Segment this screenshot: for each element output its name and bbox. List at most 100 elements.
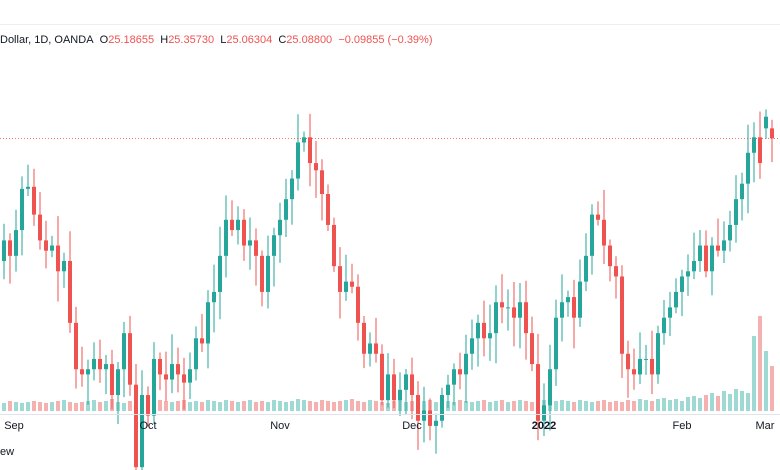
candle-body [344,281,348,292]
volume-bar [638,399,642,411]
time-tick-label: 2022 [531,420,557,432]
candle-body [194,338,198,370]
high-label: H [160,34,169,46]
volume-bar [710,393,714,411]
candle-body [248,240,252,246]
candle-body [2,240,6,261]
volume-bar [734,389,738,411]
volume-bar [296,399,300,411]
time-tick-label: Dec [402,420,422,432]
volume-bar [704,395,708,411]
volume-bar [14,402,18,411]
candle-body [260,255,264,292]
volume-bar [452,402,456,411]
volume-bar [674,399,678,411]
time-axis[interactable]: Sep Oct Nov Dec 2022 Feb Mar [0,414,780,437]
candle-body [236,219,240,231]
volume-bar [8,401,12,411]
candle-body [572,297,576,318]
volume-bar [722,391,726,411]
candle-body [710,245,714,272]
volume-bar [212,401,216,411]
candle-body [332,224,336,267]
candle-body [404,374,408,390]
volume-bar [686,397,690,411]
candle-body [392,374,396,401]
volume-bar [356,401,360,411]
candle-body [506,307,510,309]
open-value: 25.18655 [108,34,155,46]
time-tick-label: Feb [672,420,692,432]
candle-body [446,384,450,395]
volume-bar [566,401,570,411]
time-tick-label: Oct [139,420,157,432]
candle-body [98,358,102,370]
candle-body [740,183,744,200]
candle-body [434,420,438,426]
candle-body [530,333,534,365]
volume-bar [656,399,660,411]
candle-body [686,271,690,277]
volume-bar [206,400,210,411]
volume-bar [632,401,636,411]
candle-body [638,358,642,375]
volume-bar [362,402,366,411]
candle-body [152,358,156,416]
volume-bar [716,396,720,411]
volume-bar [200,402,204,411]
candle-body [14,230,18,256]
candle-body [302,137,306,143]
close-value: 25.08800 [286,34,333,46]
candle-body [86,369,90,375]
candle-body [764,116,768,129]
candle-body [110,364,114,395]
candle-body [512,307,516,318]
volume-bar [104,401,108,411]
volume-bar [284,402,288,411]
volume-bar [194,401,198,411]
volume-bar [650,401,654,411]
candle-body [128,333,132,385]
volume-bar [326,401,330,411]
volume-bar [122,403,126,411]
volume-bar [554,401,558,411]
candle-body [206,302,210,344]
candle-body [470,338,474,354]
candle-body [596,214,600,220]
volume-bar [344,400,348,411]
high-value: 25.35730 [168,34,215,46]
volume-bar [380,402,384,411]
volume-bar [242,401,246,411]
candle-body [668,307,672,318]
candle-body [320,170,324,194]
volume-bar [608,402,612,411]
close-label: C [278,34,287,46]
volume-bar [464,401,468,411]
volume-bar [644,400,648,411]
candle-body [140,395,144,468]
volume-bar [32,401,36,411]
candle-body [704,245,708,272]
time-tick-label: Mar [755,420,775,432]
candle-body [32,186,36,215]
candle-body [212,291,216,303]
candle-body [278,219,282,236]
candle-body [356,286,360,323]
volume-bar [614,401,618,411]
candle-body [398,389,402,401]
candle-body [656,333,660,375]
candle-body [326,194,330,225]
volume-bar [188,402,192,411]
volume-bar [680,401,684,411]
candle-body [416,395,420,421]
volume-bar [26,402,30,411]
candle-body [722,240,726,251]
volume-bar [764,351,768,411]
volume-bar [158,400,162,411]
volume-bar [620,402,624,411]
chart-area[interactable] [0,24,780,415]
candle-body [182,374,186,383]
volume-bar [434,402,438,411]
candle-body [218,255,222,292]
